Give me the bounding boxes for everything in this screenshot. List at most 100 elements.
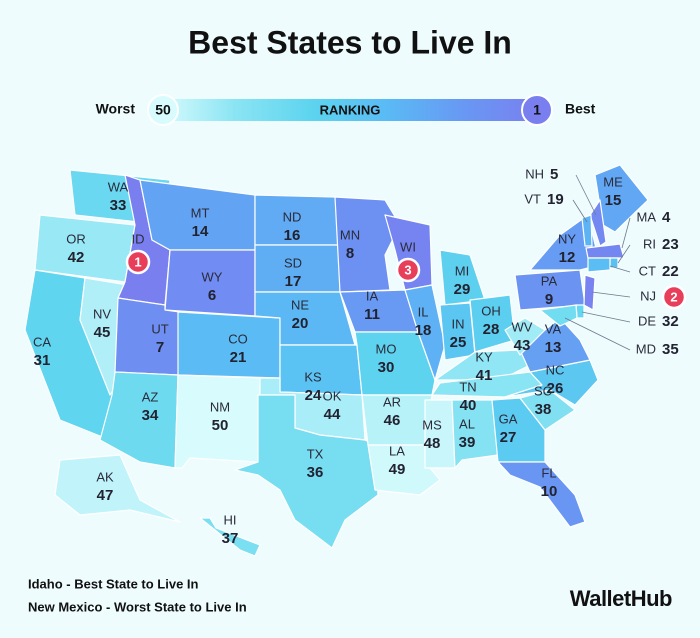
state-rank: 17: [285, 273, 302, 290]
state-abbr: DE: [638, 313, 656, 328]
state-rank: 12: [559, 249, 576, 266]
state-rank: 36: [307, 464, 324, 481]
legend-title: RANKING: [320, 102, 381, 117]
state-rank: 6: [208, 287, 216, 304]
state-abbr: IN: [452, 316, 465, 331]
state-abbr: WI: [400, 239, 416, 254]
state-abbr: NY: [558, 231, 576, 246]
state-rank: 10: [541, 483, 558, 500]
state-abbr: WY: [202, 269, 223, 284]
state: [424, 399, 456, 469]
footnote: New Mexico - Worst State to Live In: [28, 599, 247, 614]
state-abbr: MI: [455, 263, 469, 278]
state-rank: 37: [222, 530, 239, 547]
state-rank: 15: [605, 192, 622, 209]
state-abbr: TN: [459, 379, 476, 394]
top-rank-badge: [125, 249, 151, 275]
state-rank: 14: [192, 223, 209, 240]
leader-line: [609, 265, 631, 273]
legend-worst-label: Worst: [96, 101, 136, 117]
state-abbr: MS: [422, 417, 442, 432]
state-rank: 35: [662, 341, 679, 358]
state-abbr: NC: [546, 362, 565, 377]
top-rank-badge: [661, 284, 687, 310]
legend-best-label: Best: [565, 101, 596, 117]
state-rank: 7: [156, 339, 164, 356]
state-abbr: AK: [96, 469, 114, 484]
state-abbr: OH: [481, 303, 501, 318]
state: [529, 214, 601, 271]
state-rank: 24: [305, 387, 322, 404]
legend-best-value: 1: [533, 102, 541, 118]
state-abbr: KS: [304, 369, 322, 384]
state: [439, 302, 476, 361]
state-abbr: CT: [639, 263, 656, 278]
state-abbr: GA: [499, 411, 518, 426]
state-abbr: AL: [459, 416, 475, 431]
state-rank: 22: [662, 263, 679, 280]
footnote: Idaho - Best State to Live In: [28, 576, 199, 591]
state-rank: 29: [454, 281, 471, 298]
state-abbr: NE: [291, 297, 309, 312]
state-rank: 27: [500, 429, 517, 446]
state-abbr: OR: [66, 231, 86, 246]
state-rank: 8: [346, 245, 354, 262]
leader-line: [617, 244, 631, 264]
state-rank: 45: [94, 324, 111, 341]
state-abbr: SD: [284, 255, 302, 270]
state: [199, 517, 261, 557]
state-rank: 44: [324, 406, 341, 423]
state-rank: 42: [68, 249, 85, 266]
top-rank-badge: [395, 257, 421, 283]
states: [24, 164, 649, 557]
state: [404, 284, 446, 381]
state-abbr: NV: [93, 306, 111, 321]
state-rank: 26: [547, 380, 564, 397]
state-rank: 4: [662, 209, 671, 226]
state-rank: 13: [545, 339, 562, 356]
state-rank: 47: [97, 487, 114, 504]
state-abbr: MA: [637, 209, 657, 224]
state-abbr: MN: [340, 227, 360, 242]
state-abbr: PA: [541, 273, 558, 288]
leader-line: [581, 311, 631, 323]
state-rank: 11: [364, 306, 380, 323]
state: [497, 461, 586, 528]
state: [519, 389, 576, 431]
state-abbr: NJ: [640, 288, 656, 303]
state-abbr: SC: [534, 383, 552, 398]
state-abbr: HI: [224, 512, 237, 527]
state-rank: 1: [134, 254, 141, 269]
state-abbr: CA: [33, 334, 51, 349]
state-rank: 39: [459, 434, 476, 451]
state: [234, 394, 379, 549]
state: [334, 196, 401, 293]
state-rank: 30: [378, 359, 395, 376]
state-rank: 38: [535, 401, 552, 418]
state-rank: 46: [384, 412, 401, 429]
state-abbr: ID: [132, 231, 145, 246]
state-rank: 18: [415, 322, 432, 339]
state-rank: 21: [230, 349, 247, 366]
state-rank: 43: [514, 337, 531, 354]
state-rank: 20: [292, 315, 309, 332]
state-rank: 16: [284, 227, 301, 244]
state: [54, 454, 181, 523]
state-abbr: TX: [307, 446, 324, 461]
legend: Worst Best RANKING 50 1: [96, 94, 596, 126]
state-rank: 25: [450, 334, 467, 351]
state-abbr: ND: [283, 209, 302, 224]
state-abbr: KY: [475, 349, 493, 364]
leader-line: [621, 217, 631, 249]
state-abbr: CO: [228, 331, 248, 346]
state-abbr: NH: [525, 166, 544, 181]
state-abbr: IL: [418, 304, 429, 319]
state-abbr: VT: [524, 191, 541, 206]
state-rank: 23: [662, 236, 679, 253]
state: [585, 243, 625, 259]
state-abbr: AZ: [142, 389, 159, 404]
state-abbr: IA: [366, 288, 379, 303]
state-abbr: AR: [383, 394, 401, 409]
